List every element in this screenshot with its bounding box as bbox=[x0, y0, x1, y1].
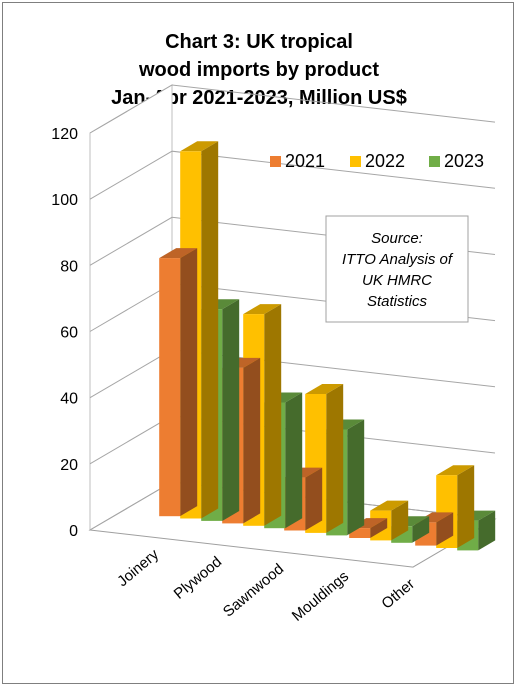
source-line-4: Statistics bbox=[367, 293, 428, 310]
x-tick-label: Joinery bbox=[114, 546, 162, 590]
bar-top bbox=[436, 465, 475, 476]
bar-top bbox=[305, 384, 344, 394]
bar-front bbox=[159, 258, 181, 517]
chart-title: Chart 3: UK tropical wood imports by pro… bbox=[111, 31, 407, 109]
bar-side bbox=[180, 248, 198, 517]
y-tick-label: 60 bbox=[60, 325, 78, 342]
bar-top bbox=[180, 141, 219, 152]
bar-side bbox=[457, 465, 475, 548]
bar bbox=[159, 248, 198, 517]
bar-side bbox=[326, 384, 344, 533]
y-tick-label: 100 bbox=[51, 192, 78, 209]
y-tick-label: 80 bbox=[60, 258, 78, 275]
bar-side bbox=[305, 467, 323, 531]
bar-side bbox=[264, 304, 282, 526]
bar-top bbox=[159, 248, 198, 259]
y-tick-label: 20 bbox=[60, 457, 78, 474]
bar-side bbox=[478, 510, 496, 551]
bars bbox=[159, 141, 496, 551]
x-tick-label: Plywood bbox=[171, 553, 225, 602]
legend-swatch bbox=[429, 156, 440, 167]
legend-swatch bbox=[270, 156, 281, 167]
chart-frame: Chart 3: UK tropical wood imports by pro… bbox=[2, 2, 514, 684]
y-tick-label: 120 bbox=[51, 126, 78, 143]
x-tick-label: Other bbox=[378, 575, 418, 612]
gridline bbox=[89, 150, 496, 200]
source-line-1: Source: bbox=[371, 230, 423, 247]
source-box: Source: ITTO Analysis of UK HMRC Statist… bbox=[325, 215, 469, 323]
legend-label: 2022 bbox=[365, 151, 405, 171]
bar-front bbox=[349, 528, 371, 538]
bar-side bbox=[285, 392, 303, 529]
bar-side bbox=[201, 141, 219, 519]
y-tick-label: 40 bbox=[60, 391, 78, 408]
bar-side bbox=[243, 357, 261, 524]
bar-top bbox=[370, 500, 409, 511]
y-axis-ticks: 0 20 40 60 80 100 120 bbox=[51, 126, 78, 540]
title-line-2: wood imports by product bbox=[138, 59, 379, 81]
bar-chart: Chart 3: UK tropical wood imports by pro… bbox=[51, 31, 497, 625]
gridline bbox=[89, 84, 496, 134]
bar-top bbox=[243, 304, 282, 315]
legend-label: 2021 bbox=[285, 151, 325, 171]
y-tick-label: 0 bbox=[69, 523, 78, 540]
x-tick-label: Sawnwood bbox=[220, 560, 287, 620]
source-box-border bbox=[325, 215, 469, 323]
bar-side bbox=[347, 419, 365, 536]
bar-side bbox=[391, 500, 409, 541]
source-line-3: UK HMRC bbox=[362, 272, 432, 289]
bar-side bbox=[370, 518, 388, 538]
title-line-1: Chart 3: UK tropical bbox=[165, 31, 353, 53]
bar-side bbox=[412, 516, 430, 543]
legend-label: 2023 bbox=[444, 151, 484, 171]
bar-side bbox=[436, 512, 454, 546]
source-line-2: ITTO Analysis of bbox=[342, 251, 454, 268]
legend: 2021 2022 2023 bbox=[270, 151, 484, 171]
x-tick-label: Mouldings bbox=[289, 568, 352, 625]
bar-side bbox=[222, 299, 240, 521]
legend-swatch bbox=[350, 156, 361, 167]
